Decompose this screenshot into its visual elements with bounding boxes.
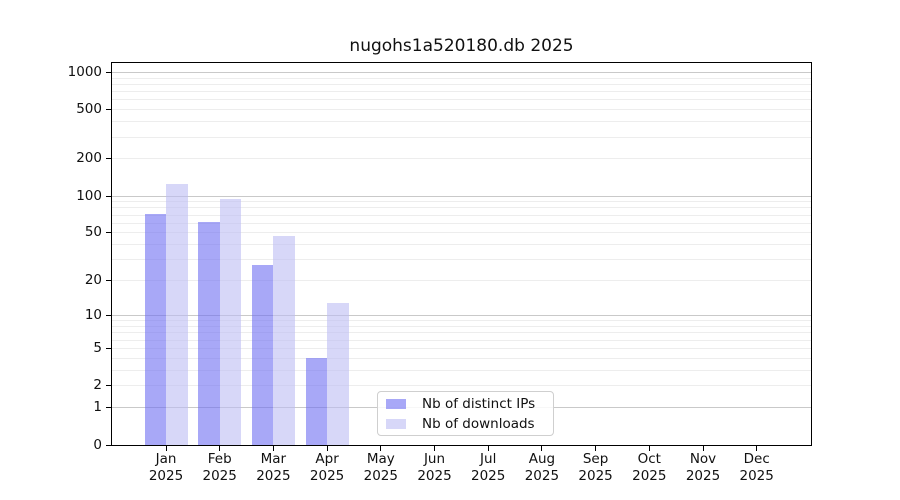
gridline-minor — [112, 357, 811, 359]
bar-nb-of-distinct-ips-apr-2025 — [305, 358, 328, 445]
y-tick-label: 50 — [84, 224, 102, 241]
legend-item-downloads: Nb of downloads — [378, 414, 553, 434]
y-tick — [106, 158, 112, 160]
gridline-minor — [112, 320, 811, 322]
x-tick-label-apr-2025: Apr 2025 — [309, 451, 345, 484]
bar-nb-of-distinct-ips-mar-2025 — [251, 265, 274, 445]
gridline-minor — [112, 369, 811, 371]
y-tick — [106, 109, 112, 111]
x-tick — [756, 446, 758, 451]
y-tick — [106, 232, 112, 234]
x-tick-label-jul-2025: Jul 2025 — [471, 451, 506, 484]
y-tick — [106, 195, 112, 197]
bar-nb-of-distinct-ips-jan-2025 — [144, 213, 166, 445]
x-tick — [541, 446, 543, 451]
bar-nb-of-distinct-ips-feb-2025 — [198, 221, 220, 445]
gridline-minor — [112, 280, 811, 282]
x-tick-label-feb-2025: Feb 2025 — [202, 451, 237, 484]
y-tick-label: 0 — [93, 436, 102, 453]
gridline-minor — [112, 214, 811, 216]
legend-label-distinct-ips: Nb of distinct IPs — [422, 396, 536, 412]
gridline-minor — [112, 207, 811, 209]
gridline-minor — [112, 325, 811, 327]
gridline-major — [112, 315, 811, 317]
gridline-minor — [112, 332, 811, 334]
y-tick-label: 1000 — [67, 63, 102, 80]
x-tick-label-may-2025: May 2025 — [363, 451, 398, 484]
legend-item-distinct-ips: Nb of distinct IPs — [378, 394, 553, 414]
gridline-minor — [112, 259, 811, 261]
x-tick — [648, 446, 650, 451]
gridline-minor — [112, 77, 811, 79]
y-tick-label: 2 — [93, 377, 102, 394]
y-tick-label: 100 — [76, 187, 102, 204]
gridline-minor — [112, 109, 811, 111]
y-tick-label: 5 — [93, 339, 102, 356]
y-tick — [106, 347, 112, 349]
y-tick-label: 20 — [84, 272, 102, 289]
legend: Nb of distinct IPs Nb of downloads — [377, 391, 554, 436]
legend-swatch-downloads — [386, 419, 406, 429]
legend-label-downloads: Nb of downloads — [422, 416, 535, 432]
x-tick — [702, 446, 704, 451]
y-tick — [106, 71, 112, 73]
legend-swatch-distinct-ips — [386, 399, 406, 409]
gridline-minor — [112, 339, 811, 341]
x-tick — [595, 446, 597, 451]
y-tick-label: 1 — [93, 399, 102, 416]
bar-nb-of-downloads-jan-2025 — [166, 184, 188, 445]
x-tick — [165, 446, 167, 451]
y-tick — [106, 444, 112, 446]
gridline-minor — [112, 201, 811, 203]
gridline-minor — [112, 83, 811, 85]
x-tick — [219, 446, 221, 451]
gridline-minor — [112, 136, 811, 138]
gridline-minor — [112, 99, 811, 101]
gridline-minor — [112, 347, 811, 349]
x-tick — [487, 446, 489, 451]
x-tick — [434, 446, 435, 451]
gridline-minor — [112, 222, 811, 224]
gridline-minor — [112, 91, 811, 93]
y-tick — [106, 385, 112, 387]
x-tick — [272, 446, 274, 451]
x-tick — [380, 446, 382, 451]
y-tick-label: 200 — [76, 150, 102, 167]
x-tick-label-aug-2025: Aug 2025 — [524, 451, 560, 484]
gridline-minor — [112, 244, 811, 246]
x-tick-label-jan-2025: Jan 2025 — [148, 451, 184, 484]
y-tick-label: 500 — [76, 101, 102, 118]
y-tick — [106, 407, 112, 409]
gridline-minor — [112, 385, 811, 387]
x-tick-label-jun-2025: Jun 2025 — [417, 451, 452, 484]
gridline-minor — [112, 121, 811, 123]
x-tick-label-oct-2025: Oct 2025 — [632, 451, 667, 484]
gridline-minor — [112, 232, 811, 234]
x-tick-label-mar-2025: Mar 2025 — [256, 451, 291, 484]
gridline-minor — [112, 158, 811, 160]
x-tick-label-sep-2025: Sep 2025 — [578, 451, 613, 484]
y-tick — [106, 280, 112, 282]
bar-nb-of-downloads-mar-2025 — [273, 236, 295, 445]
x-tick-label-nov-2025: Nov 2025 — [685, 451, 721, 484]
gridline-major — [112, 195, 811, 197]
chart-title: nugohs1a520180.db 2025 — [349, 36, 574, 56]
y-tick — [106, 315, 112, 317]
x-tick — [326, 446, 328, 451]
bar-nb-of-downloads-feb-2025 — [219, 198, 242, 445]
y-tick-label: 10 — [84, 307, 102, 324]
gridline-major — [112, 71, 811, 73]
x-tick-label-dec-2025: Dec 2025 — [739, 451, 774, 484]
plot-area — [111, 62, 812, 446]
bar-nb-of-downloads-apr-2025 — [327, 302, 349, 445]
